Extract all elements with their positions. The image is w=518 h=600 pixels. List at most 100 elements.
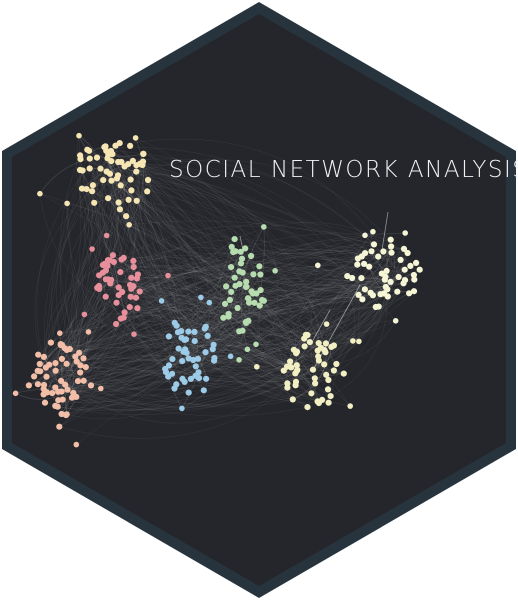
network-edge — [88, 261, 348, 333]
network-edge — [274, 270, 319, 351]
network-edge — [103, 185, 121, 236]
network-edge — [104, 146, 236, 287]
network-node — [52, 384, 59, 391]
network-edge — [129, 284, 331, 397]
network-node — [306, 339, 313, 346]
network-node — [323, 371, 330, 378]
network-edge — [177, 266, 420, 333]
network-node — [358, 275, 365, 282]
network-edge — [172, 299, 363, 371]
network-nodes — [12, 132, 423, 448]
network-edge — [137, 307, 249, 326]
network-edge — [214, 252, 392, 359]
network-edge — [124, 166, 186, 350]
network-node — [243, 283, 250, 290]
network-node — [243, 278, 250, 285]
network-edge — [181, 352, 206, 409]
network-node — [98, 385, 104, 392]
network-node — [375, 303, 382, 310]
network-edge — [209, 302, 284, 371]
network-node — [250, 271, 257, 278]
network-edge — [43, 260, 111, 393]
network-node — [301, 343, 308, 350]
network-node — [402, 230, 409, 236]
network-node — [165, 272, 171, 279]
network-edge — [261, 299, 396, 336]
network-edge — [165, 339, 187, 373]
network-edge — [147, 179, 258, 367]
network-edge — [130, 284, 359, 342]
network-edge — [45, 286, 247, 368]
network-edge — [186, 349, 248, 357]
network-edge — [43, 202, 98, 358]
network-node — [76, 166, 84, 174]
network-edge — [227, 251, 241, 315]
network-edge — [181, 266, 260, 332]
network-edge — [60, 307, 229, 346]
network-node — [86, 165, 93, 172]
network-node — [248, 252, 255, 260]
network-edge — [52, 344, 257, 411]
network-edge — [135, 137, 260, 267]
network-node — [272, 268, 278, 274]
network-node — [70, 389, 77, 397]
network-node — [325, 376, 332, 384]
network-edge — [119, 209, 326, 353]
network-edge — [109, 283, 335, 365]
network-node — [242, 318, 249, 325]
network-edge — [60, 380, 177, 403]
network-edge — [98, 275, 238, 309]
hex-background — [12, 14, 506, 586]
network-node — [206, 299, 213, 306]
network-edge — [181, 321, 247, 409]
network-node — [64, 386, 71, 393]
network-node — [102, 293, 109, 300]
network-edge — [228, 313, 288, 388]
network-edge — [132, 153, 144, 335]
network-edge — [61, 370, 207, 392]
network-edge — [147, 179, 235, 240]
network-node — [349, 274, 356, 282]
network-node — [109, 252, 116, 259]
network-node — [126, 222, 132, 228]
network-edge — [112, 254, 318, 351]
network-edge — [128, 199, 391, 283]
network-edge — [104, 147, 255, 304]
network-edge — [59, 155, 84, 359]
network-node — [284, 384, 291, 391]
network-edge — [195, 231, 374, 367]
network-edge — [39, 158, 90, 194]
network-node — [125, 161, 132, 168]
network-edge — [67, 203, 240, 285]
network-node — [327, 393, 334, 400]
network-edge — [305, 259, 401, 336]
green-cluster — [220, 224, 278, 363]
network-edge — [82, 170, 264, 228]
network-node — [340, 370, 347, 377]
network-edge — [43, 259, 109, 357]
network-node — [227, 353, 234, 360]
network-node — [416, 266, 423, 273]
network-node — [202, 349, 209, 356]
network-node — [315, 262, 321, 269]
network-edge — [100, 322, 247, 390]
yellow-cluster — [253, 321, 362, 411]
network-node — [375, 253, 382, 260]
network-edge — [50, 289, 261, 343]
network-node — [62, 381, 69, 388]
network-node — [185, 389, 192, 396]
network-edge — [84, 314, 351, 407]
network-edge — [234, 222, 408, 254]
network-edge — [136, 278, 385, 335]
network-edge — [67, 255, 252, 390]
network-edge — [245, 322, 323, 401]
network-edge — [336, 259, 401, 365]
network-node — [231, 236, 238, 243]
sticker-title: SOCIAL NETWORK ANALYSIS — [169, 157, 518, 183]
network-edge — [234, 276, 386, 283]
network-edge — [129, 224, 247, 324]
network-node — [242, 245, 249, 252]
network-node — [370, 228, 376, 235]
network-node — [413, 259, 420, 266]
network-node — [101, 144, 108, 151]
